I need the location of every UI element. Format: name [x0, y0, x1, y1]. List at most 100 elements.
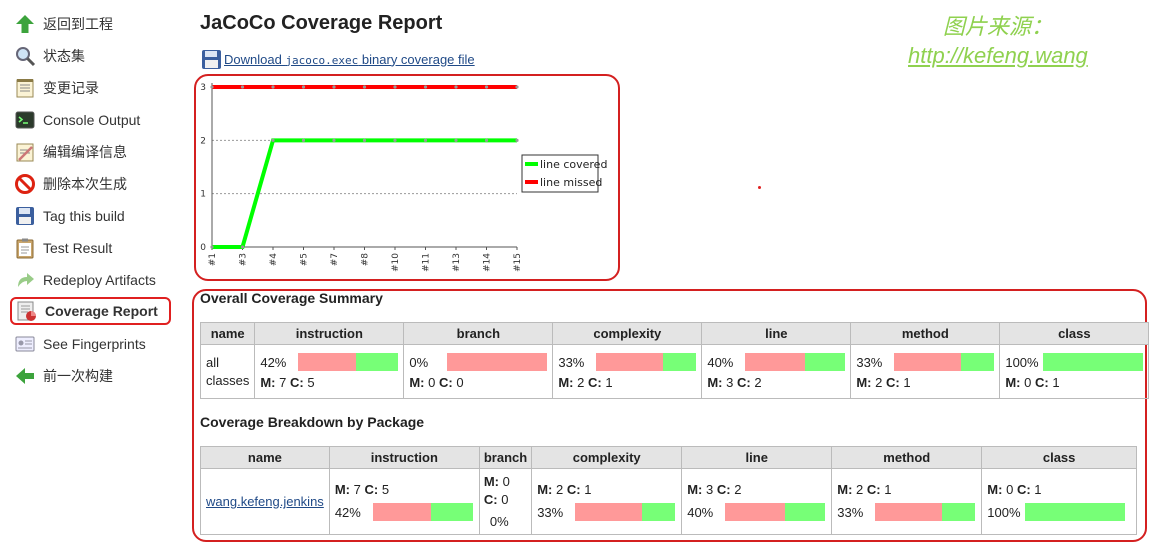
- missed-covered-counts: M: 0 C: 1: [987, 482, 1131, 497]
- missed-covered-counts: M: 3 C: 2: [707, 375, 845, 390]
- missed-count: 7: [279, 375, 287, 390]
- percent-row: 33%: [537, 503, 676, 521]
- col-header: method: [831, 446, 983, 469]
- missed-label: M:: [687, 482, 703, 497]
- sidebar-item-see-fingerprints[interactable]: See Fingerprints: [14, 330, 146, 358]
- coverage-bar: [596, 353, 697, 371]
- complexity-cell: 33% M: 2 C: 1: [552, 344, 703, 399]
- missed-covered-counts: M: 0 C: 0: [409, 375, 547, 390]
- missed-label: M:: [837, 482, 853, 497]
- covered-count: 1: [605, 375, 613, 390]
- instruction-cell: M: 7 C: 5 42%: [328, 468, 480, 535]
- covered-count: 1: [903, 375, 911, 390]
- data-point: [515, 138, 519, 142]
- missed-covered-counts: M: 2 C: 1: [837, 482, 976, 497]
- missed-count: 0: [1006, 482, 1014, 497]
- sidebar-item-back-to-project[interactable]: 返回到工程: [14, 10, 113, 38]
- coverage-report-icon: [16, 300, 38, 322]
- col-header: branch: [403, 322, 554, 345]
- col-header: name: [199, 322, 256, 345]
- percent-row: 42%: [335, 503, 474, 521]
- data-point: [454, 85, 458, 89]
- sidebar-item-changes[interactable]: 变更记录: [14, 74, 99, 102]
- covered-label: C:: [1016, 482, 1031, 497]
- class-cell: M: 0 C: 1 100%: [981, 468, 1137, 535]
- missed-bar: [447, 353, 548, 371]
- sidebar-item-tag-this-build[interactable]: Tag this build: [14, 202, 125, 230]
- percent-row: 40%: [687, 503, 826, 521]
- missed-bar: [894, 353, 962, 371]
- package-link[interactable]: wang.kefeng.jenkins: [206, 494, 324, 509]
- data-point: [210, 245, 214, 249]
- col-header: complexity: [552, 322, 703, 345]
- missed-label: M:: [260, 375, 276, 390]
- col-header: line: [681, 446, 833, 469]
- percent-value: 42%: [260, 354, 287, 370]
- col-header: complexity: [531, 446, 683, 469]
- chart-axes: 0 1 2 3 #1 #3 #4 #5 #7 #8 #10 #11 #13 #14 #15: [200, 83, 523, 272]
- data-point: [271, 85, 275, 89]
- covered-count: 1: [1052, 375, 1060, 390]
- sidebar-item-redeploy-artifacts[interactable]: Redeploy Artifacts: [14, 266, 156, 294]
- no-entry-icon: [14, 173, 36, 195]
- percent-value: 33%: [537, 504, 564, 520]
- covered-count: 1: [1034, 482, 1042, 497]
- data-point: [362, 85, 367, 89]
- covered-bar: [356, 353, 399, 371]
- missed-label: M:: [987, 482, 1003, 497]
- percent-row: 40%: [707, 353, 846, 371]
- percent-value: 100%: [1005, 354, 1039, 370]
- download-link-row[interactable]: Download jacoco.exec binary coverage fil…: [201, 48, 475, 70]
- data-point: [484, 138, 489, 142]
- sidebar-item-label: Console Output: [43, 112, 141, 128]
- download-coverage-link[interactable]: Download jacoco.exec binary coverage fil…: [224, 51, 475, 67]
- covered-label: C:: [483, 491, 498, 507]
- missed-count: 7: [353, 482, 361, 497]
- sidebar-item-test-result[interactable]: Test Result: [14, 234, 112, 262]
- x-tick-label: #3: [239, 253, 249, 266]
- class-cell: 100% M: 0 C: 1: [999, 344, 1150, 399]
- sidebar-item-previous-build[interactable]: 前一次构建: [14, 362, 113, 390]
- notepad-edit-icon: [14, 141, 36, 163]
- instruction-cell: 42% M: 7 C: 5: [254, 344, 405, 399]
- col-header: branch: [478, 446, 533, 469]
- percent-value: 42%: [334, 504, 361, 520]
- table-row: wang.kefeng.jenkins M: 7 C: 5 42% M: 0 C: …: [200, 468, 1137, 535]
- percent-row: 0%: [409, 353, 548, 371]
- overall-summary-table: name instruction branch complexity line …: [199, 322, 1150, 399]
- breakdown-table: name instruction branch complexity line …: [200, 446, 1137, 535]
- covered-bar: [642, 503, 676, 521]
- method-cell: M: 2 C: 1 33%: [831, 468, 983, 535]
- data-point: [210, 85, 214, 89]
- sidebar-item-label: 状态集: [43, 48, 85, 64]
- line-cell: 40% M: 3 C: 2: [701, 344, 852, 399]
- covered-label: C:: [439, 375, 453, 390]
- missed-bar: [575, 503, 643, 521]
- missed-count: 2: [555, 482, 564, 497]
- covered-label: C:: [1035, 375, 1049, 390]
- percent-value: 33%: [837, 504, 864, 520]
- covered-bar: [961, 353, 995, 371]
- data-point: [393, 85, 397, 89]
- legend-label: line covered: [540, 158, 607, 171]
- missed-label: M:: [409, 375, 425, 390]
- sidebar-item-coverage-report[interactable]: Coverage Report: [10, 297, 171, 325]
- covered-count: 0: [456, 375, 464, 390]
- percent-value: 0%: [489, 513, 509, 529]
- y-tick-label: 0: [200, 243, 206, 253]
- redeploy-arrow-icon: [14, 269, 36, 291]
- sidebar-item-label: Tag this build: [43, 208, 125, 224]
- percent-value: 33%: [856, 354, 883, 370]
- sidebar-item-status[interactable]: 状态集: [14, 42, 85, 70]
- sidebar-item-delete-build[interactable]: 删除本次生成: [14, 170, 127, 198]
- sidebar-item-label: 编辑编译信息: [43, 144, 127, 160]
- chart-series: [210, 85, 519, 249]
- terminal-icon: [14, 109, 36, 131]
- x-tick-label: #10: [391, 253, 401, 272]
- method-cell: 33% M: 2 C: 1: [850, 344, 1001, 399]
- col-header: line: [701, 322, 852, 345]
- sidebar-item-console-output[interactable]: Console Output: [14, 106, 140, 134]
- sidebar-item-edit-build-info[interactable]: 编辑编译信息: [14, 138, 127, 166]
- data-point: [240, 245, 245, 249]
- branch-cell: M: 0 C: 0 0%: [478, 468, 533, 535]
